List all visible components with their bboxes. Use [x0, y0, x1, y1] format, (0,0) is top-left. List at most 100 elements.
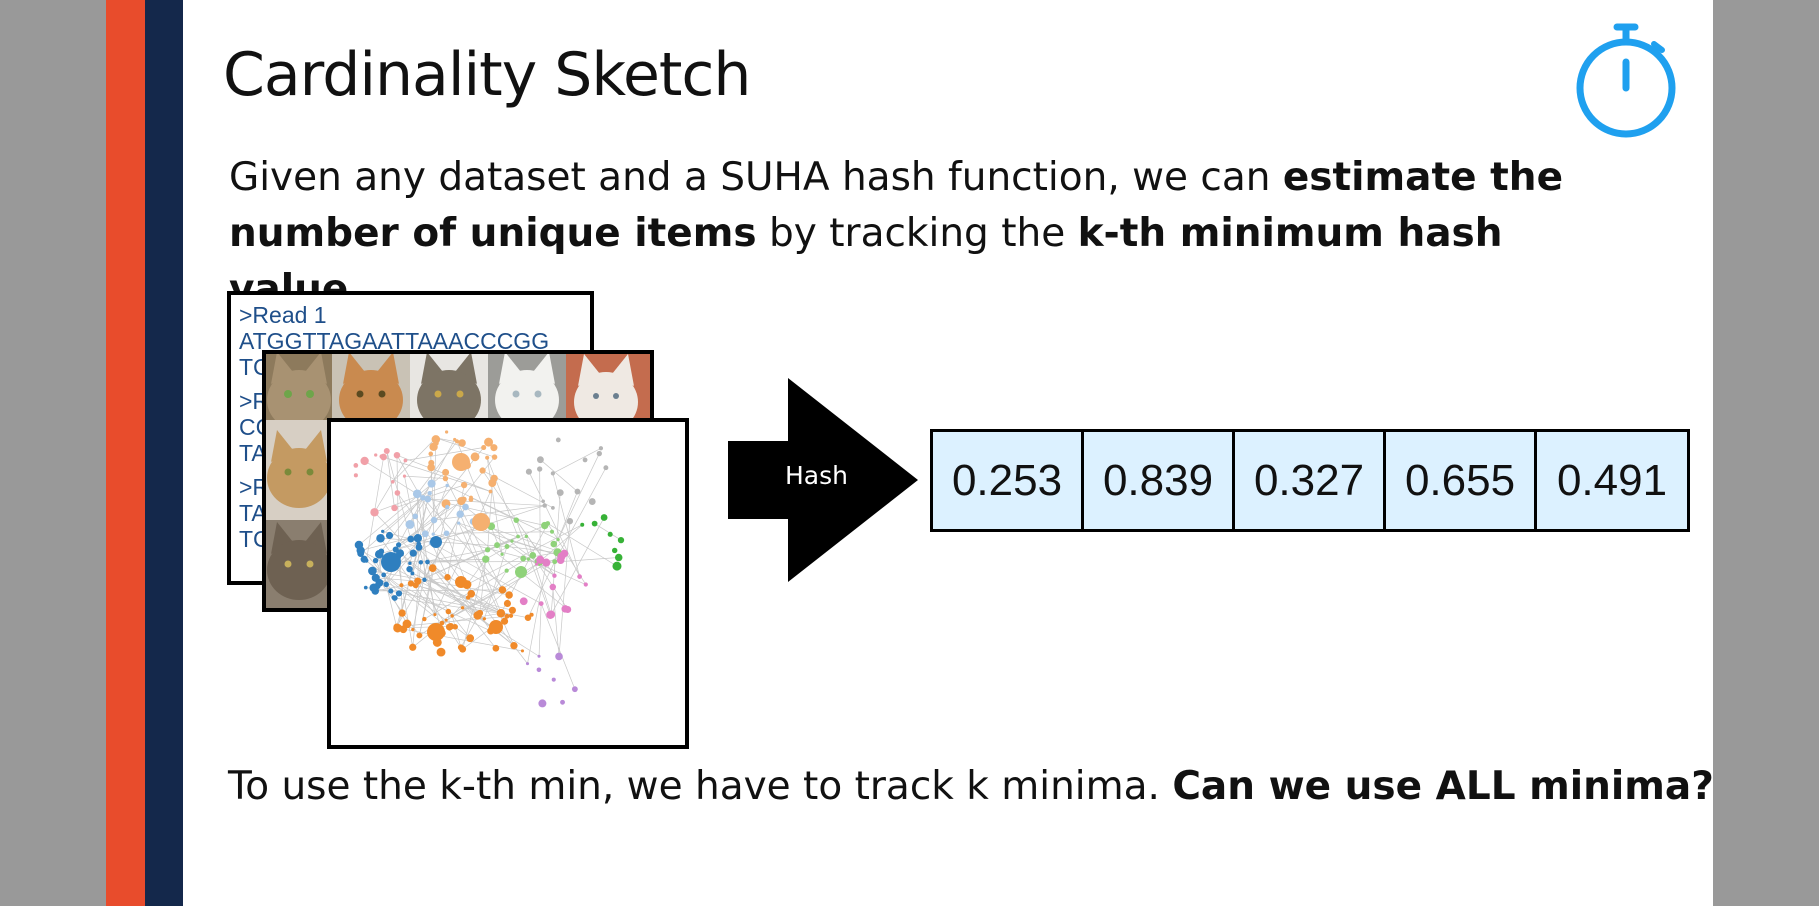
accent-bar-navy — [145, 0, 183, 906]
graph-node — [465, 595, 471, 600]
graph-node — [508, 606, 516, 614]
graph-node — [600, 514, 608, 521]
graph-node — [498, 586, 507, 594]
hash-values-table: 0.253 0.839 0.327 0.655 0.491 — [930, 429, 1690, 532]
intro-bold-1: estimate the number of unique items — [229, 155, 1564, 256]
stopwatch-icon — [1576, 23, 1676, 138]
graph-node — [443, 530, 450, 537]
graph-node — [428, 459, 435, 466]
graph-node — [551, 677, 556, 682]
graph-node — [422, 577, 427, 582]
graph-node — [492, 644, 500, 652]
graph-node — [611, 547, 618, 554]
graph-node — [536, 456, 544, 464]
graph-node — [395, 590, 403, 597]
graph-node — [372, 557, 379, 564]
graph-node — [409, 549, 417, 557]
graph-node — [516, 534, 520, 539]
graph-node — [427, 479, 436, 488]
graph-node — [494, 542, 501, 549]
graph-node — [391, 504, 398, 512]
graph-node — [504, 568, 509, 573]
graph-node — [520, 555, 527, 562]
graph-node — [500, 552, 504, 556]
graph-node — [444, 574, 451, 581]
graph-node — [551, 505, 555, 510]
graph-node — [427, 491, 432, 496]
graph-hub-node — [489, 620, 503, 634]
graph-node — [460, 481, 468, 489]
graph-node — [536, 667, 542, 673]
graph-node — [524, 534, 529, 539]
graph-node — [617, 536, 625, 544]
graph-node — [614, 553, 623, 562]
graph-node — [510, 539, 514, 543]
graph-hub-node — [452, 453, 470, 471]
graph-node — [368, 566, 377, 576]
accent-bar-orange — [106, 0, 145, 906]
graph-node — [422, 616, 427, 622]
graph-node — [454, 439, 460, 444]
graph-node — [520, 649, 524, 653]
graph-node — [442, 468, 450, 476]
graph-hub-node — [430, 536, 442, 548]
graph-node — [484, 547, 491, 553]
graph-node — [458, 439, 466, 447]
graph-node — [505, 591, 513, 599]
bottom-bold-1: Can we use ALL minima? — [1172, 764, 1713, 809]
graph-node — [445, 608, 452, 615]
graph-node — [479, 467, 486, 474]
graph-node — [580, 522, 585, 527]
graph-node — [537, 466, 543, 472]
graph-node — [582, 457, 588, 463]
graph-node — [410, 571, 415, 576]
graph-node — [427, 463, 435, 472]
graph-node — [415, 543, 423, 551]
graph-node — [535, 562, 539, 566]
graph-node — [574, 488, 581, 495]
graph-node — [552, 573, 557, 578]
graph-node — [503, 599, 511, 608]
graph-node — [538, 601, 544, 606]
graph-node — [429, 442, 438, 452]
graph-node — [468, 497, 474, 502]
graph-node — [510, 642, 518, 650]
graph-hub-node — [381, 552, 401, 572]
graph-node — [496, 609, 506, 618]
graph-hub-node — [472, 513, 490, 531]
graph-node — [545, 521, 551, 526]
graph-node — [418, 560, 424, 565]
graph-node — [383, 448, 390, 454]
graph-hub-node — [515, 566, 527, 578]
graph-node — [536, 555, 545, 564]
graph-node — [556, 537, 560, 542]
graph-node — [491, 454, 498, 460]
graph-node — [360, 555, 368, 563]
graph-node — [416, 541, 422, 547]
graph-node — [481, 444, 487, 451]
read-line: ATGGTTAGAATTAAACCCGG — [239, 328, 550, 354]
graph-node — [407, 535, 415, 543]
graph-node — [388, 588, 394, 594]
graph-node — [445, 483, 449, 488]
graph-node — [408, 561, 412, 565]
graph-node — [439, 620, 445, 626]
hash-value-cell: 0.327 — [1235, 432, 1386, 529]
graph-node — [508, 613, 514, 618]
graph-node — [385, 531, 394, 540]
graph-nodes — [353, 430, 625, 708]
graph-node — [519, 597, 528, 606]
slide: Cardinality Sketch Given any dataset and… — [106, 0, 1713, 906]
graph-node — [409, 643, 417, 651]
intro-text-2: by tracking the — [756, 211, 1078, 256]
graph-node — [402, 474, 407, 478]
graph-node — [394, 490, 401, 496]
hash-value-cell: 0.839 — [1084, 432, 1235, 529]
graph-node — [402, 619, 412, 629]
graph-node — [468, 636, 473, 641]
graph-node — [430, 516, 438, 524]
bottom-text-1: To use the k-th min, we have to track k … — [228, 764, 1173, 809]
graph-node — [525, 662, 530, 666]
graph-node — [612, 561, 622, 571]
graph-node — [476, 609, 484, 617]
